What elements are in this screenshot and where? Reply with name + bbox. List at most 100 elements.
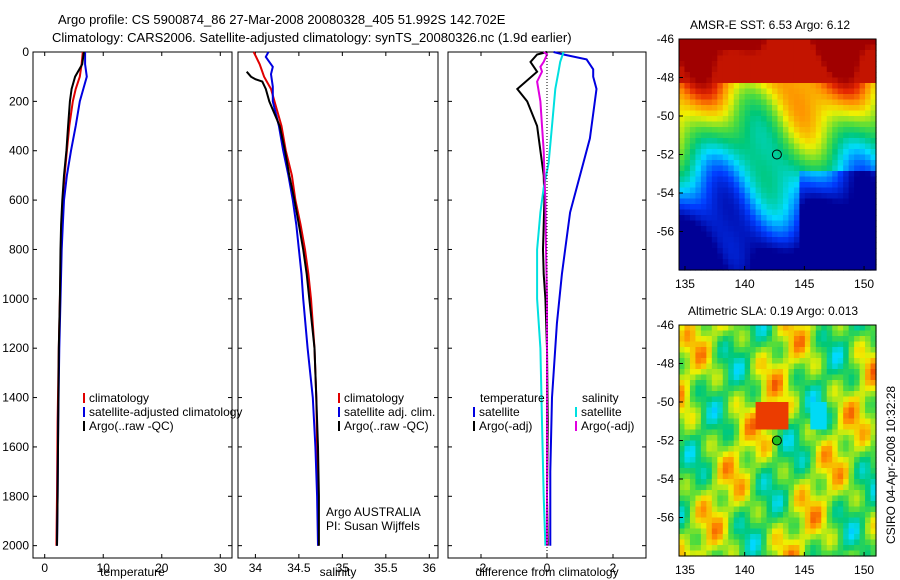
- sst-map-cell: [793, 44, 800, 51]
- sst-map-cell: [854, 110, 861, 117]
- sst-map-cell: [766, 209, 773, 216]
- sla-map-cell: [722, 385, 729, 392]
- sst-map-cell: [848, 198, 855, 205]
- sst-map-cell: [870, 187, 877, 194]
- sst-map-cell: [772, 72, 779, 79]
- sla-map-cell: [793, 391, 800, 398]
- sla-map-cell: [679, 495, 686, 502]
- sst-map-cell: [815, 61, 822, 68]
- sst-map-cell: [711, 182, 718, 189]
- sst-map-cell: [804, 198, 811, 205]
- sla-map-cell: [689, 457, 697, 464]
- sst-map-cell: [689, 220, 697, 227]
- sst-map-cell: [848, 220, 855, 227]
- sst-map-cell: [804, 165, 811, 172]
- sst-map-cell: [821, 44, 828, 51]
- sla-map-cell: [717, 336, 724, 343]
- sst-map-cell: [744, 226, 751, 233]
- sst-map-cell: [733, 66, 740, 73]
- sst-map-cell: [870, 61, 877, 68]
- sla-map-cell: [854, 440, 861, 447]
- sst-map-cell: [826, 165, 833, 172]
- sla-map-cell: [865, 396, 872, 403]
- sst-map-cell: [684, 121, 691, 128]
- sst-map-cell: [750, 99, 757, 106]
- sst-map-cell: [739, 226, 746, 233]
- sla-map-cell: [772, 484, 779, 491]
- sla-map-cell: [799, 330, 806, 337]
- sst-map-cell: [788, 193, 795, 200]
- depth-tick-label: 1200: [2, 341, 29, 355]
- sst-map-cell: [766, 231, 773, 238]
- sla-map-cell: [777, 446, 784, 453]
- sla-map-cell: [821, 435, 828, 442]
- sst-map-cell: [799, 171, 806, 178]
- sst-map-cell: [739, 55, 746, 62]
- sst-map-cell: [711, 127, 718, 134]
- sst-map-cell: [870, 149, 877, 156]
- sla-map-cell: [804, 325, 811, 332]
- sst-map-cell: [799, 83, 806, 90]
- sst-map-cell: [717, 44, 724, 51]
- sla-map-cell: [739, 418, 746, 425]
- sst-map-cell: [788, 39, 795, 46]
- sla-map-cell: [772, 451, 779, 458]
- sla-map-cell: [750, 451, 757, 458]
- sst-map-cell: [782, 209, 790, 216]
- sla-map-cell: [865, 369, 872, 376]
- sla-map-cell: [799, 523, 806, 530]
- sst-map-cell: [854, 237, 861, 244]
- sst-map-cell: [810, 182, 817, 189]
- sla-map-cell: [684, 495, 691, 502]
- sst-map-cell: [799, 143, 806, 150]
- sla-map-cell: [772, 506, 779, 513]
- sla-map-cell: [684, 446, 691, 453]
- sla-map-cell: [706, 501, 713, 508]
- sla-map-cell: [733, 539, 740, 546]
- sst-map-cell: [804, 132, 811, 139]
- sla-map-cell: [788, 484, 795, 491]
- sla-map-cell: [684, 523, 691, 530]
- sla-map-cell: [706, 473, 713, 480]
- sla-map-cell: [766, 391, 773, 398]
- sla-map-cell: [689, 501, 697, 508]
- sst-map-cell: [744, 187, 751, 194]
- difference-legend-header: salinity: [582, 391, 619, 405]
- sla-map-cell: [750, 550, 757, 557]
- sla-map-cell: [733, 506, 740, 513]
- sla-map-cell: [711, 528, 718, 535]
- sst-map-cell: [788, 242, 795, 249]
- sla-map-cell: [733, 374, 740, 381]
- sst-map-cell: [766, 215, 773, 222]
- sst-map-cell: [772, 264, 779, 271]
- sst-map-cell: [689, 121, 697, 128]
- sla-map-cell: [679, 347, 686, 354]
- sst-map-cell: [722, 44, 729, 51]
- sst-map-cell: [810, 204, 817, 211]
- sst-map-cell: [722, 182, 729, 189]
- sla-map-cell: [750, 380, 757, 387]
- sst-map-cell: [766, 50, 773, 57]
- sst-map-cell: [750, 176, 757, 183]
- sst-map-cell: [821, 143, 828, 150]
- sst-map-cell: [843, 198, 850, 205]
- sla-map-cell: [761, 424, 768, 431]
- sla-map-cell: [821, 374, 828, 381]
- sla-map-cell: [706, 330, 713, 337]
- sla-map-cell: [706, 325, 713, 332]
- sla-map-cell: [766, 385, 773, 392]
- sla-map-cell: [865, 523, 872, 530]
- sla-map-cell: [700, 336, 707, 343]
- sst-map-cell: [706, 226, 713, 233]
- sst-map-cell: [766, 154, 773, 161]
- sla-map-cell: [761, 495, 768, 502]
- sla-map-cell: [744, 336, 751, 343]
- sst-map-cell: [750, 154, 757, 161]
- sla-map-cell: [788, 550, 795, 557]
- sst-map-cell: [810, 226, 817, 233]
- sla-map-cell: [837, 380, 844, 387]
- sst-map-cell: [700, 83, 707, 90]
- sst-map-cell: [739, 253, 746, 260]
- sst-map-cell: [679, 132, 686, 139]
- sst-map-cell: [870, 110, 877, 117]
